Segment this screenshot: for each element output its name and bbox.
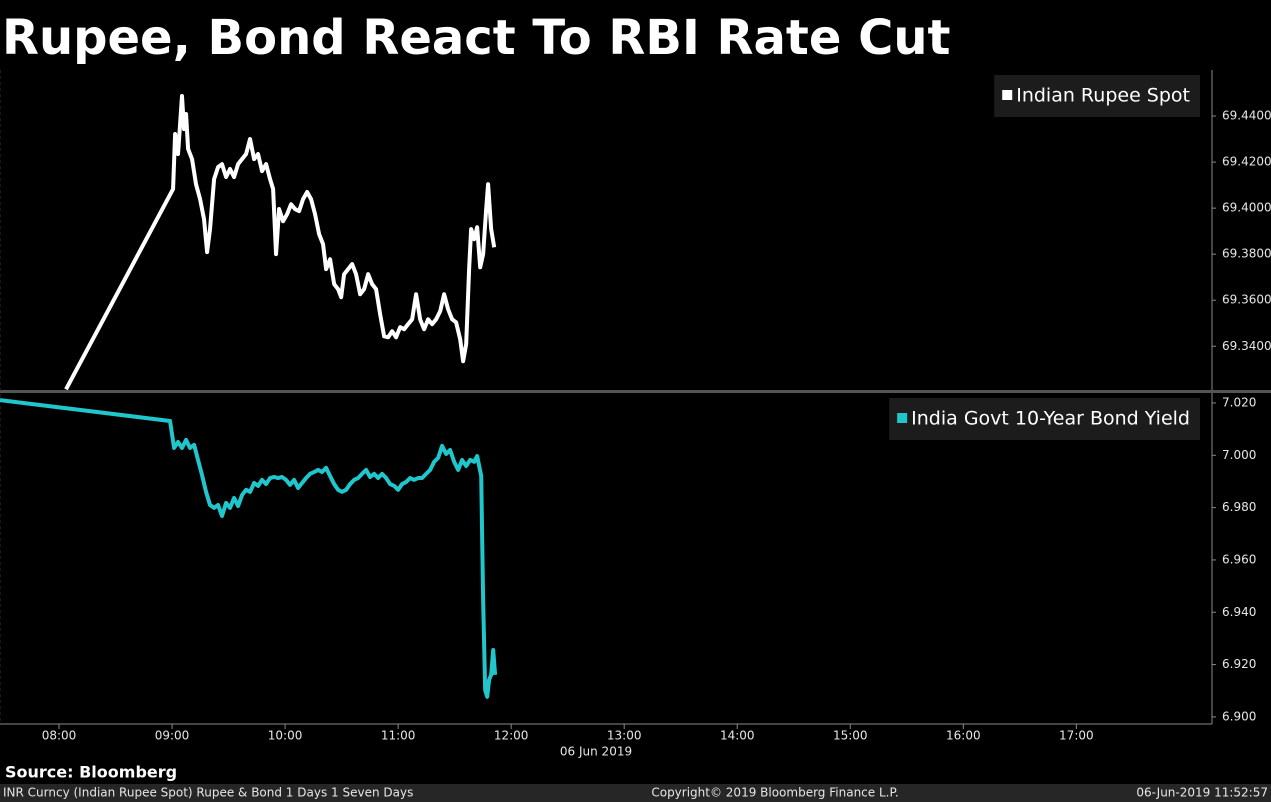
x-tick-label: 11:00	[381, 729, 416, 743]
x-tick-label: 09:00	[155, 729, 190, 743]
x-tick-label: 15:00	[833, 729, 868, 743]
legend-box	[994, 75, 1200, 117]
footer-bar	[0, 784, 1271, 802]
legend-label: Indian Rupee Spot	[1016, 85, 1190, 107]
x-axis-label: 06 Jun 2019	[560, 745, 632, 759]
footer-center: Copyright© 2019 Bloomberg Finance L.P.	[651, 786, 898, 800]
y-tick-label: 69.4400	[1222, 109, 1271, 123]
y-tick-label: 6.900	[1222, 709, 1256, 723]
y-tick-label: 6.960	[1222, 552, 1256, 566]
x-tick-label: 14:00	[720, 729, 755, 743]
legend-swatch	[1002, 90, 1013, 100]
x-tick-label: 16:00	[946, 729, 981, 743]
series-line	[0, 398, 498, 699]
y-tick-label: 69.3400	[1222, 339, 1271, 353]
legend-box	[889, 398, 1200, 440]
x-tick-label: 13:00	[607, 729, 642, 743]
y-tick-label: 69.3800	[1222, 247, 1271, 261]
y-tick-label: 69.4200	[1222, 155, 1271, 169]
y-tick-label: 6.940	[1222, 605, 1256, 619]
y-tick-label: 6.920	[1222, 657, 1256, 671]
legend-swatch	[897, 413, 908, 423]
x-tick-label: 10:00	[268, 729, 303, 743]
footer-right: 06-Jun-2019 11:52:57	[1136, 786, 1268, 800]
source: Source: Bloomberg	[5, 763, 177, 782]
legend: Indian Rupee Spot	[994, 75, 1200, 117]
x-tick-label: 08:00	[42, 729, 77, 743]
series-line	[64, 94, 497, 390]
chart-title: Rupee, Bond React To RBI Rate Cut	[2, 10, 950, 66]
y-tick-label: 6.980	[1222, 500, 1256, 514]
legend: India Govt 10-Year Bond Yield	[889, 398, 1200, 440]
y-tick-label: 7.000	[1222, 448, 1256, 462]
legend-label: India Govt 10-Year Bond Yield	[911, 408, 1190, 430]
y-tick-label: 69.3600	[1222, 293, 1271, 307]
y-tick-label: 7.020	[1222, 395, 1256, 409]
y-tick-label: 69.4000	[1222, 201, 1271, 215]
x-tick-label: 12:00	[494, 729, 529, 743]
footer-left: INR Curncy (Indian Rupee Spot) Rupee & B…	[3, 786, 413, 800]
x-tick-label: 17:00	[1059, 729, 1094, 743]
